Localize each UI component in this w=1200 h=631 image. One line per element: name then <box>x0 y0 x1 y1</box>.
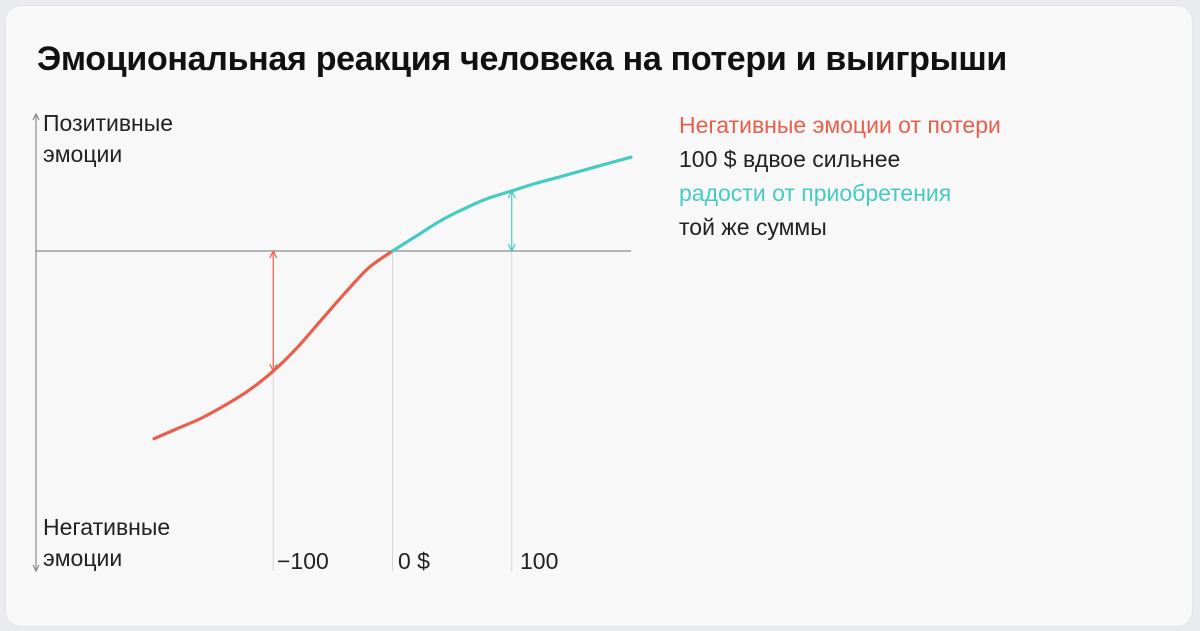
y-axis-negative-label: Негативные эмоции <box>43 512 170 574</box>
grid-layer <box>272 251 513 571</box>
value-arrow-head-bottom-gain <box>507 243 516 253</box>
chart-title: Эмоциональная реакция человека на потери… <box>37 40 1008 78</box>
value-arrow-head-top-gain <box>507 189 516 199</box>
y-axis-positive-line1: Позитивные <box>43 110 174 136</box>
y-axis-negative-line2: эмоции <box>43 545 123 571</box>
chart-plot <box>32 112 633 573</box>
chart-card: Эмоциональная реакция человека на потери… <box>5 5 1193 627</box>
y-axis-positive-label: Позитивные эмоции <box>43 108 173 170</box>
annotation-line-4: той же суммы <box>679 214 827 240</box>
y-axis-positive-line2: эмоции <box>43 141 123 167</box>
arrow-layer <box>269 189 516 373</box>
x-tick-label-minus-100: −100 <box>277 548 329 574</box>
annotation-line-3: радости от приобретения <box>679 180 952 206</box>
annotation-line-2: 100 $ вдвое сильнее <box>679 146 901 172</box>
y-axis-arrow-up <box>32 112 40 121</box>
value-arrow-head-top-loss <box>269 249 278 259</box>
y-axis-arrow-down <box>32 564 40 573</box>
x-tick-label-100: 100 <box>520 548 559 574</box>
x-tick-label-zero: 0 $ <box>398 548 430 574</box>
annotation-line-1: Негативные эмоции от потери <box>679 112 1001 138</box>
value-arrow-head-bottom-loss <box>269 363 278 373</box>
annotation-text: Негативные эмоции от потери 100 $ вдвое … <box>679 108 1001 244</box>
axis-layer <box>32 112 631 573</box>
y-axis-negative-line1: Негативные <box>43 514 171 540</box>
